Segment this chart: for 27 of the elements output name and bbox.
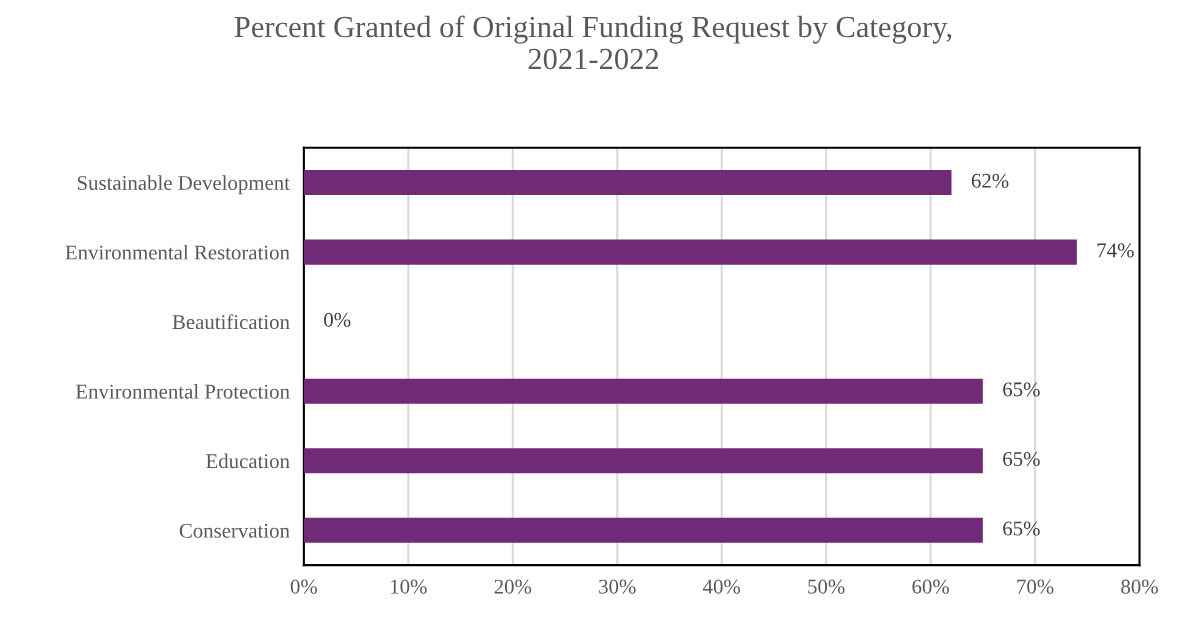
y-tick-label: Conservation <box>179 523 290 538</box>
data-label: 65% <box>1003 451 1040 467</box>
data-label: 0% <box>324 312 351 327</box>
chart-title: Percent Granted of Original Funding Request by Category, 2021-2022 <box>234 15 952 70</box>
x-tick-label: 70% <box>1017 579 1054 594</box>
bar <box>303 378 983 404</box>
x-tick-label: 60% <box>912 579 949 594</box>
x-tick-label: 0% <box>290 579 318 594</box>
data-label: 65% <box>1003 382 1040 397</box>
bar <box>303 448 983 474</box>
data-label: 65% <box>1003 521 1040 536</box>
x-tick-label: 40% <box>703 579 741 594</box>
x-tick-label: 30% <box>599 579 636 594</box>
y-tick-label: Beautification <box>172 314 290 330</box>
data-label: 74% <box>1097 243 1134 258</box>
x-tick-label: 20% <box>494 579 532 594</box>
x-tick-label: 10% <box>391 579 427 594</box>
bar <box>303 239 1077 265</box>
bar <box>303 517 983 543</box>
x-tick-label: 80% <box>1121 579 1158 594</box>
y-tick-label: Environmental Protection <box>75 384 290 399</box>
data-label: 62% <box>971 173 1009 188</box>
y-tick-label: Education <box>206 453 290 469</box>
y-tick-label: Environmental Restoration <box>65 244 290 260</box>
bar <box>303 170 952 196</box>
x-tick-label: 50% <box>808 579 845 594</box>
y-tick-label: Sustainable Development <box>77 175 290 195</box>
